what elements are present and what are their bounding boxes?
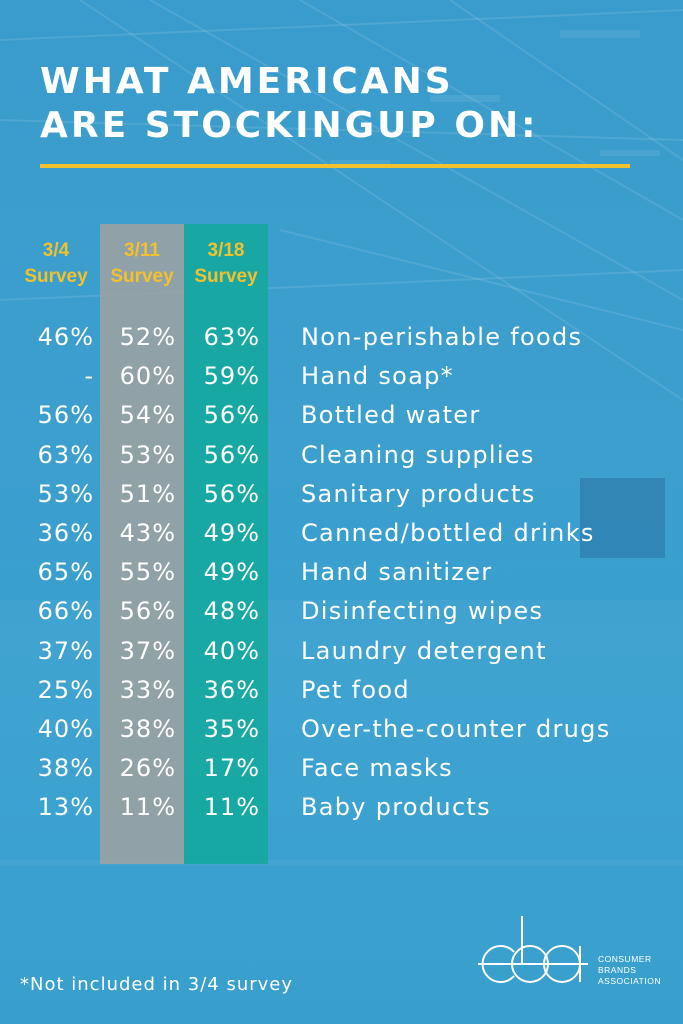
value-3-11: 11% <box>119 793 176 822</box>
column-header-date: 3/18 <box>207 240 245 261</box>
item-label: Face masks <box>301 754 453 783</box>
value-3-4: - <box>84 362 94 391</box>
title-underline <box>40 164 630 168</box>
cba-logo-mark <box>478 916 588 983</box>
value-3-11: 52% <box>119 323 176 351</box>
column-header-3-4: 3/4 Survey <box>14 238 98 290</box>
column-header-label: Survey <box>24 266 88 287</box>
table-row: 56% 54% 56% Bottled water <box>0 396 683 435</box>
title-line-2: ARE STOCKINGUP ON: <box>40 105 539 146</box>
value-3-18: 35% <box>203 714 260 743</box>
item-label: Cleaning supplies <box>301 440 535 469</box>
value-3-11: 43% <box>119 518 176 547</box>
column-header-label: Survey <box>110 266 174 287</box>
value-3-11: 38% <box>119 714 176 743</box>
value-3-11: 53% <box>119 440 176 469</box>
value-3-4: 53% <box>37 479 94 508</box>
item-label: Baby products <box>301 793 491 822</box>
value-3-18: 56% <box>203 479 260 508</box>
logo-line-1: CONSUMER <box>598 954 652 964</box>
item-label: Canned/bottled drinks <box>301 518 595 547</box>
value-3-18: 17% <box>203 754 260 783</box>
value-3-18: 63% <box>203 323 260 351</box>
value-3-4: 65% <box>37 558 94 587</box>
value-3-4: 40% <box>37 714 94 743</box>
value-3-11: 56% <box>119 597 176 626</box>
item-label: Laundry detergent <box>301 636 547 665</box>
table-row: 36% 43% 49% Canned/bottled drinks <box>0 514 683 553</box>
table-row: 65% 55% 49% Hand sanitizer <box>0 553 683 592</box>
title-line-1: WHAT AMERICANS <box>40 61 454 102</box>
value-3-4: 38% <box>37 754 94 783</box>
value-3-18: 48% <box>203 597 260 626</box>
table-row: 66% 56% 48% Disinfecting wipes <box>0 592 683 631</box>
column-header-3-18: 3/18 Survey <box>184 238 268 290</box>
value-3-4: 46% <box>37 323 94 351</box>
value-3-4: 66% <box>37 597 94 626</box>
item-label: Non-perishable foods <box>301 323 583 351</box>
column-header-date: 3/4 <box>42 240 70 261</box>
cba-logo: CONSUMER BRANDS ASSOCIATION <box>478 912 668 994</box>
value-3-11: 55% <box>119 558 176 587</box>
column-band-3-11 <box>100 224 184 864</box>
value-3-11: 26% <box>119 754 176 783</box>
item-label: Hand sanitizer <box>301 558 493 587</box>
value-3-4: 13% <box>37 793 94 822</box>
table-row: 63% 53% 56% Cleaning supplies <box>0 436 683 475</box>
page-title: WHAT AMERICANS ARE STOCKINGUP ON: <box>40 60 640 148</box>
footnote: *Not included in 3/4 survey <box>20 974 294 995</box>
value-3-11: 51% <box>119 479 176 508</box>
column-header-label: Survey <box>194 266 258 287</box>
value-3-18: 49% <box>203 518 260 547</box>
item-label: Over-the-counter drugs <box>301 714 611 743</box>
table-row: 40% 38% 35% Over-the-counter drugs <box>0 710 683 749</box>
value-3-18: 40% <box>203 636 260 665</box>
logo-line-2: BRANDS <box>598 965 637 975</box>
value-3-18: 59% <box>203 362 260 391</box>
value-3-18: 49% <box>203 558 260 587</box>
value-3-18: 56% <box>203 401 260 430</box>
value-3-4: 36% <box>37 518 94 547</box>
value-3-18: 56% <box>203 440 260 469</box>
value-3-11: 60% <box>119 362 176 391</box>
item-label: Bottled water <box>301 401 481 430</box>
survey-table: 46% 52% 63% Non-perishable foods - 60% 5… <box>0 318 683 827</box>
table-row: - 60% 59% Hand soap* <box>0 357 683 396</box>
value-3-4: 56% <box>37 401 94 430</box>
value-3-11: 54% <box>119 401 176 430</box>
value-3-4: 25% <box>37 675 94 704</box>
logo-line-3: ASSOCIATION <box>598 976 661 986</box>
value-3-18: 11% <box>203 793 260 822</box>
column-header-3-11: 3/11 Survey <box>100 238 184 290</box>
value-3-4: 37% <box>37 636 94 665</box>
item-label: Pet food <box>301 675 410 704</box>
value-3-18: 36% <box>203 675 260 704</box>
table-row: 13% 11% 11% Baby products <box>0 788 683 827</box>
table-row: 37% 37% 40% Laundry detergent <box>0 632 683 671</box>
value-3-4: 63% <box>37 440 94 469</box>
table-row: 46% 52% 63% Non-perishable foods <box>0 318 683 357</box>
value-3-11: 37% <box>119 636 176 665</box>
column-band-3-18 <box>184 224 268 864</box>
table-row: 38% 26% 17% Face masks <box>0 749 683 788</box>
item-label: Sanitary products <box>301 479 536 508</box>
table-row: 25% 33% 36% Pet food <box>0 671 683 710</box>
logo-wordmark: CONSUMER BRANDS ASSOCIATION <box>598 954 661 987</box>
column-header-date: 3/11 <box>124 240 160 261</box>
item-label: Hand soap* <box>301 362 454 391</box>
table-row: 53% 51% 56% Sanitary products <box>0 475 683 514</box>
value-3-11: 33% <box>119 675 176 704</box>
item-label: Disinfecting wipes <box>301 597 544 626</box>
